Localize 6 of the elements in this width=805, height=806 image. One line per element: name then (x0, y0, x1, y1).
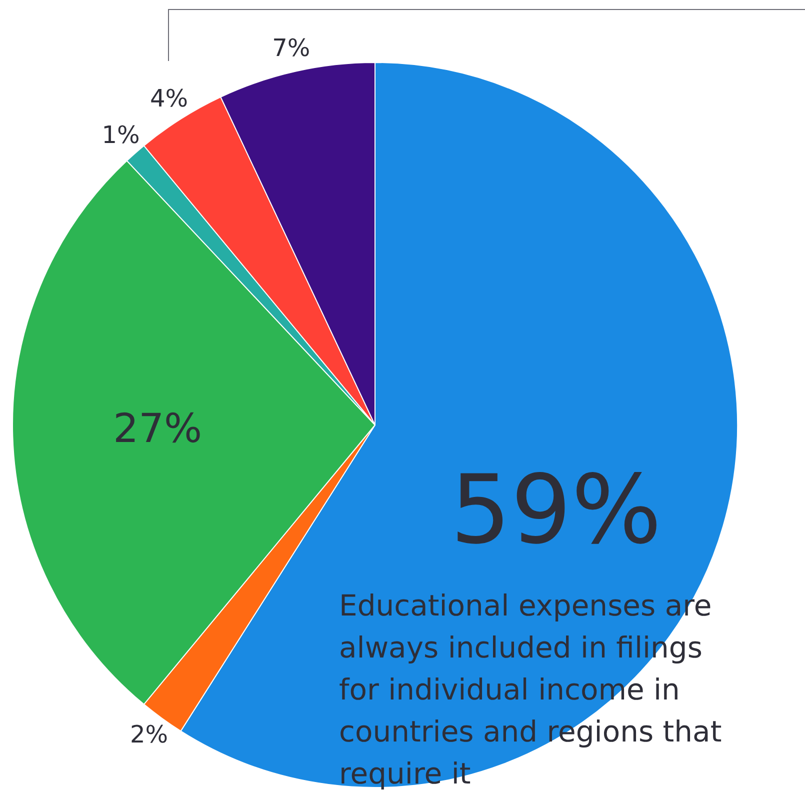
data-label: 1% (102, 120, 140, 149)
data-label: 59% (450, 455, 662, 566)
data-label: 4% (150, 84, 188, 113)
data-label: 2% (130, 720, 168, 748)
data-label: 7% (272, 34, 310, 62)
data-label: 27% (113, 406, 202, 452)
